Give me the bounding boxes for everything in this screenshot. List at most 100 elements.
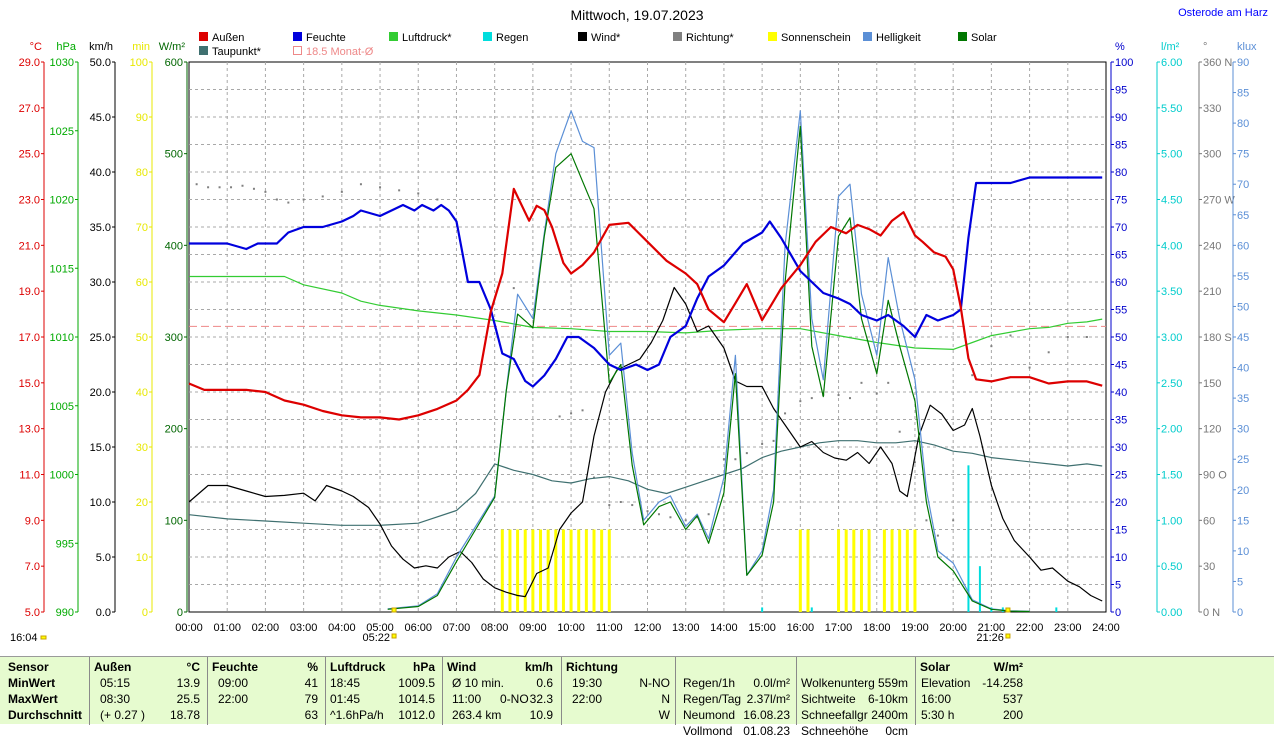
- x-tick-label: 11:00: [596, 622, 623, 634]
- stats-richtung-time: 22:00: [572, 692, 603, 706]
- axis-tick-label: 50: [1115, 332, 1127, 344]
- sunrise-marker: [391, 607, 397, 613]
- axis-tick-label: 45: [1115, 360, 1127, 372]
- axis-tick-label: 3.50: [1161, 286, 1182, 298]
- series-sonnenschein-bar: [584, 529, 588, 612]
- stats-wind-value: 32.3: [529, 692, 553, 706]
- stats-info-value: 01.08.23: [743, 724, 790, 738]
- legend-entry: Helligkeit: [876, 32, 921, 44]
- axis-tick-label: 600: [165, 57, 183, 69]
- series-richtung-point: [608, 504, 611, 507]
- axis-tick-label: 300: [165, 332, 183, 344]
- axis-tick-label: 21.0: [19, 240, 40, 252]
- legend-entry: Richtung*: [686, 32, 734, 44]
- stats-wind-value: 10.9: [529, 708, 553, 722]
- axis-unit-label: °C: [30, 41, 42, 53]
- stats-column-separator: [442, 657, 443, 725]
- axis-tick-label: 100: [1115, 57, 1133, 69]
- series-sonnenschein-bar: [600, 529, 604, 612]
- x-tick-label: 05:00: [366, 622, 394, 634]
- axis-tick-label: 15: [1115, 525, 1127, 537]
- series-sonnenschein-bar: [890, 529, 894, 612]
- series-sonnenschein-bar: [905, 529, 909, 612]
- stats-aussen-value: 25.5: [176, 692, 200, 706]
- stats-druck-time: 18:45: [330, 676, 361, 690]
- x-tick-label: 00:00: [175, 622, 203, 634]
- x-tick-label: 10:00: [557, 622, 585, 634]
- x-tick-label: 15:00: [748, 622, 776, 634]
- axis-tick-label: 1000: [50, 470, 74, 482]
- legend-swatch: [673, 32, 682, 41]
- legend-entry: Taupunkt*: [212, 46, 262, 58]
- axis-tick-label: 270 W: [1203, 195, 1235, 207]
- series-sonnenschein-bar: [554, 529, 558, 612]
- sunset-icon: [1005, 633, 1011, 639]
- stats-column-separator: [796, 657, 797, 725]
- axis-tick-label: 5.00: [1161, 149, 1182, 161]
- series-richtung-point: [707, 513, 710, 516]
- series-richtung-point: [722, 458, 725, 461]
- time-markers: 05:22 21:26 16:04: [10, 607, 1011, 644]
- series-sonnenschein-bar: [898, 529, 902, 612]
- axis-tick-label: 0: [142, 607, 148, 619]
- series-richtung-point: [195, 183, 198, 186]
- series-richtung-point: [684, 519, 687, 522]
- stats-aussen-value: 13.9: [176, 676, 200, 690]
- stats-wind-label: 263.4 km: [452, 708, 502, 722]
- axis-tick-label: 65: [1237, 210, 1249, 222]
- series-sonnenschein-bar: [806, 529, 810, 612]
- axis-unit-label: min: [132, 41, 150, 53]
- stats-richtung-value: W: [658, 708, 670, 722]
- series-richtung-point: [952, 519, 955, 522]
- axis-tick-label: 19.0: [19, 286, 40, 298]
- axis-tick-label: 0.0: [96, 607, 111, 619]
- stats-druck-value: 1012.0: [398, 708, 435, 722]
- axis-tick-label: 35: [1115, 415, 1127, 427]
- series-richtung-point: [252, 187, 255, 190]
- axis-tick-label: 70: [136, 222, 148, 234]
- stats-feuchte-time: 09:00: [218, 676, 249, 690]
- axis-tick-label: 85: [1237, 88, 1249, 100]
- axis-tick-label: 25: [1237, 454, 1249, 466]
- series-richtung-point: [772, 439, 775, 442]
- x-tick-label: 12:00: [634, 622, 662, 634]
- series-richtung-point: [558, 415, 561, 418]
- axis-tick-label: 100: [165, 515, 183, 527]
- legend-entry: Feuchte: [306, 32, 346, 44]
- legend-swatch: [199, 46, 208, 55]
- series-sonnenschein-bar: [882, 529, 886, 612]
- station-name: Osterode am Harz: [1178, 7, 1268, 19]
- stats-druck-value: 1009.5: [398, 676, 435, 690]
- stats-feuchte-value: 79: [304, 692, 318, 706]
- series-regen-bar: [1055, 607, 1058, 612]
- axis-tick-label: 150: [1203, 378, 1221, 390]
- series-richtung-point: [230, 186, 233, 189]
- axis-tick-label: 0 N: [1203, 607, 1220, 619]
- series-sonnenschein-bar: [539, 529, 543, 612]
- axis-tick-label: 4.50: [1161, 195, 1182, 207]
- stats-info-value: 0.0l/m²: [753, 676, 790, 690]
- axis-tick-label: 180 S: [1203, 332, 1232, 344]
- sunrise-icon: [391, 633, 397, 639]
- x-axis: 00:00 01:00 02:00 03:00 04:00 05:00 06:00 07:00…: [175, 622, 1120, 634]
- axis-tick-label: 75: [1237, 149, 1249, 161]
- axis-tick-label: 1020: [50, 195, 74, 207]
- series-richtung-point: [898, 430, 901, 433]
- series-sonnenschein-bar: [546, 529, 550, 612]
- axis-tick-label: 70: [1115, 222, 1127, 234]
- axis-tick-label: 30: [1203, 561, 1215, 573]
- series-richtung-point: [860, 381, 863, 384]
- series-richtung-point: [581, 409, 584, 412]
- legend-entry: Sonnenschein: [781, 32, 851, 44]
- legend: Außen Taupunkt* Feuchte 18.5 Monat-Ø Luftdru…: [199, 32, 997, 58]
- axis-tick-label: 40.0: [90, 167, 111, 179]
- stats-solar-label: 16:00: [921, 692, 952, 706]
- series-sonnenschein-bar: [577, 529, 581, 612]
- stats-aussen-value: 18.78: [169, 708, 200, 722]
- axis-tick-label: 80: [1237, 118, 1249, 130]
- axis-tick-label: 25: [1115, 470, 1127, 482]
- stats-row-label: MinWert: [8, 676, 56, 690]
- axis-tick-label: 10.0: [90, 497, 111, 509]
- series-richtung-point: [669, 516, 672, 519]
- series-layer: [188, 110, 1103, 613]
